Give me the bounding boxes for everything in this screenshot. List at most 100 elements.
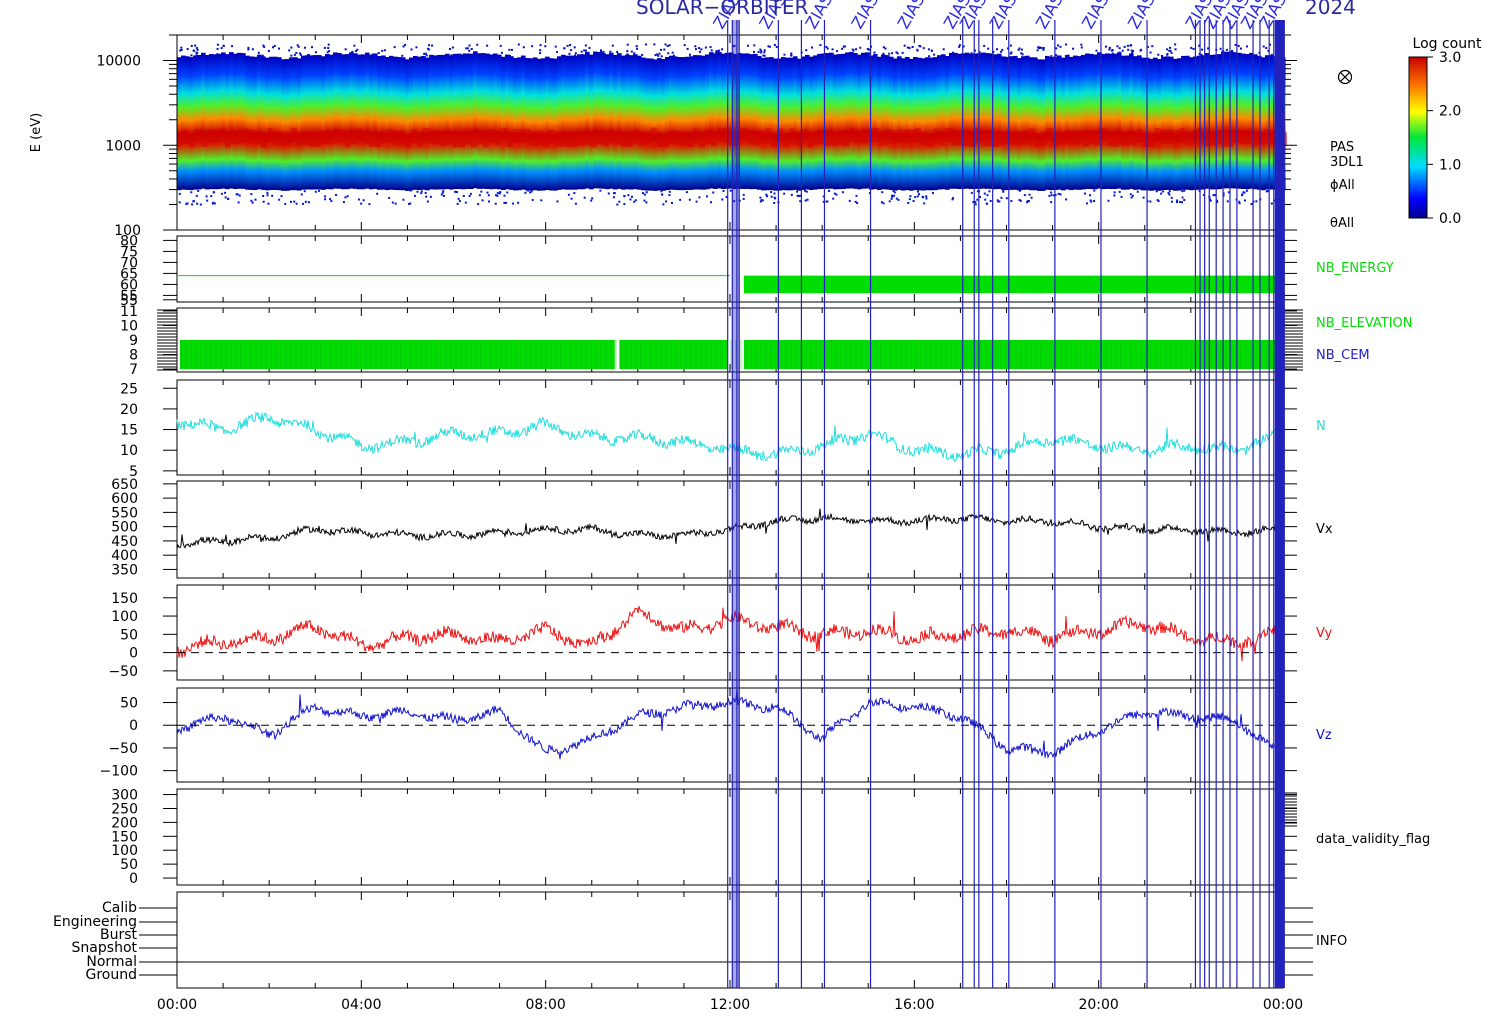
spectrogram-column: [1113, 53, 1118, 190]
spectrogram-peak: [849, 127, 855, 142]
spectrogram-speck: [307, 54, 310, 57]
spectrogram-peak: [231, 130, 237, 145]
spectrogram-column: [1005, 56, 1010, 191]
spectrogram-speck: [970, 52, 973, 55]
spectrogram-speck: [916, 190, 919, 193]
spectrogram-speck: [288, 49, 291, 52]
spectrogram-column: [741, 53, 746, 189]
spectrogram-column: [329, 54, 334, 190]
spectrogram-speck: [925, 195, 928, 198]
spectrogram-speck: [383, 49, 386, 52]
spectrogram-speck: [574, 52, 577, 55]
spectrogram-column: [1125, 55, 1130, 190]
spectrogram-speck: [1050, 201, 1053, 204]
spectrogram-speck: [1255, 200, 1258, 203]
spectrogram-peak: [1161, 129, 1167, 144]
spectrogram-column: [877, 56, 882, 191]
spectrogram-speck: [262, 200, 265, 203]
spectrogram-speck: [668, 194, 671, 197]
spectrogram-speck: [974, 201, 977, 204]
spectrogram-speck: [284, 202, 287, 205]
vy-ytick-label: 100: [111, 609, 138, 625]
spectrogram-column: [1213, 54, 1218, 190]
vx-ytick-label: 450: [111, 534, 138, 550]
spectrogram-speck: [1243, 54, 1246, 57]
nb-elevation-ytick-label: 11: [120, 304, 138, 320]
spectrogram-speck: [826, 47, 829, 50]
spectrogram-peak: [1101, 128, 1107, 143]
spectrogram-peak: [393, 130, 399, 145]
vy-ytick-label: 150: [111, 591, 138, 607]
spectrogram-column: [933, 57, 938, 191]
spectrogram-column: [1245, 54, 1250, 190]
spectrogram-column: [869, 55, 874, 190]
spectrogram-speck: [618, 200, 621, 203]
spectrogram-speck: [806, 198, 809, 201]
spectrogram-speck: [424, 52, 427, 55]
spectrogram-speck: [1131, 51, 1134, 54]
spectrogram-speck: [247, 48, 250, 51]
spectrogram-column: [185, 56, 190, 190]
spectrogram-column: [1249, 52, 1254, 189]
spectrogram-speck: [710, 201, 713, 204]
spectrogram-speck: [721, 198, 724, 201]
spectrogram-speck: [568, 52, 571, 55]
spectrogram-peak: [1269, 130, 1275, 145]
spectrogram-speck: [1057, 192, 1060, 195]
spectrogram-speck: [903, 44, 906, 47]
nb-energy-ytick-label: 60: [120, 277, 138, 293]
spectrogram-speck: [462, 53, 465, 56]
spectrogram-peak: [603, 132, 609, 147]
spectrogram-speck: [979, 196, 982, 199]
spectrogram-peak: [405, 133, 411, 148]
spectrogram-peak: [1203, 132, 1209, 147]
spectrogram-speck: [1018, 189, 1021, 192]
spectrogram-speck: [804, 189, 807, 192]
spectrogram-peak: [195, 128, 201, 143]
spectrogram-speck: [974, 203, 977, 206]
spectrogram-speck: [896, 52, 899, 55]
spectrogram-speck: [760, 199, 763, 202]
spectrogram-speck: [574, 54, 577, 57]
spectrogram-speck: [600, 51, 603, 54]
spectrogram-peak: [873, 128, 879, 143]
spectrogram-peak: [633, 129, 639, 144]
event-label: ZIAS: [848, 0, 883, 32]
nb-energy-band: [743, 275, 1277, 294]
panel-frame-6: [176, 687, 1284, 783]
spectrogram-speck: [494, 202, 497, 205]
spectrogram-speck: [882, 202, 885, 205]
spectrogram-speck: [653, 43, 656, 46]
spectrogram-speck: [1010, 200, 1013, 203]
spectrogram-column: [1217, 54, 1222, 190]
spectrogram-column: [257, 54, 262, 190]
spectrogram-speck: [216, 47, 219, 50]
spectrogram-speck: [262, 195, 265, 198]
spectrogram-column: [349, 52, 354, 189]
spectrogram-peak: [351, 130, 357, 145]
spectrogram-column: [649, 58, 654, 191]
spectrogram-speck: [1245, 189, 1248, 192]
spectrogram-speck: [178, 192, 181, 195]
spectrogram-speck: [866, 47, 869, 50]
panel-frame-3: [176, 379, 1284, 476]
spectrogram-peak: [369, 132, 375, 147]
spectrogram-speck: [335, 193, 338, 196]
spectrogram-column: [525, 58, 530, 191]
spectrogram-column: [773, 58, 778, 191]
spectrogram-peak: [561, 132, 567, 147]
spectrogram-column: [857, 54, 862, 190]
x-tick-label: 00:00: [157, 997, 197, 1013]
spectrogram-speck: [465, 47, 468, 50]
spectrogram-column: [393, 56, 398, 190]
nb-elevation-ytick-label: 8: [129, 348, 138, 364]
spectrogram-peak: [993, 132, 999, 147]
spectrogram-speck: [836, 50, 839, 53]
spectrogram-speck: [763, 51, 766, 54]
x-tick-label: 16:00: [894, 997, 934, 1013]
spectrogram-peak: [1167, 129, 1173, 144]
spectrogram-peak: [813, 130, 819, 145]
spectrogram-speck: [783, 192, 786, 195]
spectrogram-column: [221, 52, 226, 189]
spectrogram-speck: [503, 194, 506, 197]
